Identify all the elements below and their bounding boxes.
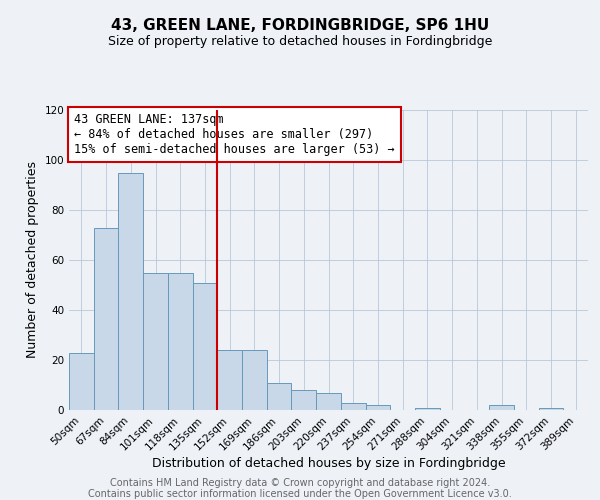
Bar [69, 352, 94, 410]
Text: Contains HM Land Registry data © Crown copyright and database right 2024.: Contains HM Land Registry data © Crown c… [110, 478, 490, 488]
Bar [168, 272, 193, 410]
Bar [217, 350, 242, 410]
Y-axis label: Number of detached properties: Number of detached properties [26, 162, 39, 358]
Bar [143, 272, 168, 410]
Bar [193, 282, 217, 410]
Text: 43, GREEN LANE, FORDINGBRIDGE, SP6 1HU: 43, GREEN LANE, FORDINGBRIDGE, SP6 1HU [111, 18, 489, 32]
X-axis label: Distribution of detached houses by size in Fordingbridge: Distribution of detached houses by size … [152, 458, 505, 470]
Text: Size of property relative to detached houses in Fordingbridge: Size of property relative to detached ho… [108, 35, 492, 48]
Text: Contains public sector information licensed under the Open Government Licence v3: Contains public sector information licen… [88, 489, 512, 499]
Bar [489, 405, 514, 410]
Bar [242, 350, 267, 410]
Bar [94, 228, 118, 410]
Bar [539, 408, 563, 410]
Bar [292, 390, 316, 410]
Bar [316, 392, 341, 410]
Bar [365, 405, 390, 410]
Bar [267, 382, 292, 410]
Text: 43 GREEN LANE: 137sqm
← 84% of detached houses are smaller (297)
15% of semi-det: 43 GREEN LANE: 137sqm ← 84% of detached … [74, 113, 395, 156]
Bar [341, 402, 365, 410]
Bar [415, 408, 440, 410]
Bar [118, 172, 143, 410]
